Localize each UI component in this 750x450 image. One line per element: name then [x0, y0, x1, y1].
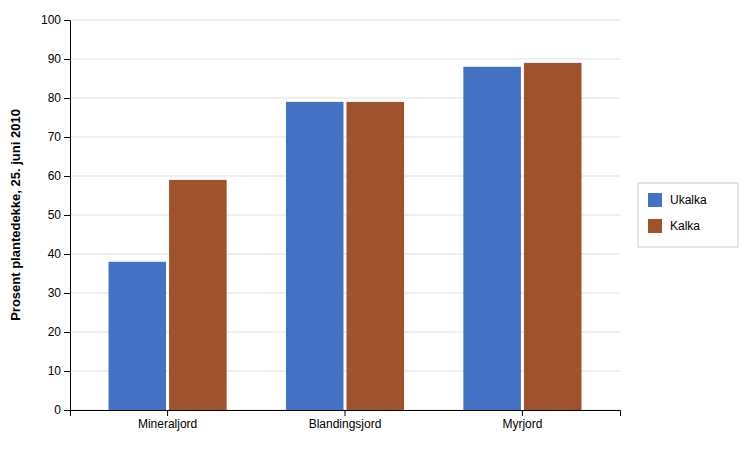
legend-item: Kalka	[648, 219, 700, 233]
grid-line	[70, 59, 620, 60]
legend-label: Ukalka	[670, 193, 707, 207]
bar	[347, 102, 405, 410]
y-tick: 0	[54, 403, 70, 417]
x-tick: Myrjord	[502, 410, 542, 431]
legend-swatch	[648, 219, 662, 233]
tick-label: 0	[54, 403, 61, 417]
bar	[463, 67, 521, 410]
tick-label: 80	[48, 91, 62, 105]
legend: Ukalka Kalka	[638, 183, 738, 247]
x-axis: Mineraljord Blandingsjord Myrjord	[71, 410, 621, 431]
tick-mark	[522, 410, 523, 416]
tick-label: 30	[48, 286, 62, 300]
y-tick: 80	[48, 91, 70, 105]
chart: Mineraljord Blandingsjord Myrjord 0 10 20 30 40…	[0, 0, 750, 450]
y-tick: 90	[48, 52, 70, 66]
y-tick: 30	[48, 286, 70, 300]
tick-mark	[64, 293, 70, 294]
axis-line	[71, 411, 621, 417]
tick-label: 90	[48, 52, 62, 66]
legend-item: Ukalka	[648, 193, 707, 207]
tick-label: 50	[48, 208, 62, 222]
grid	[70, 20, 620, 410]
x-tick: Mineraljord	[138, 410, 197, 431]
bar	[524, 63, 582, 410]
tick-label: Mineraljord	[138, 417, 197, 431]
tick-label: Blandingsjord	[309, 417, 382, 431]
tick-label: 60	[48, 169, 62, 183]
bar	[109, 262, 167, 410]
bar	[286, 102, 344, 410]
tick-mark	[345, 410, 346, 416]
tick-mark	[64, 59, 70, 60]
y-tick: 70	[48, 130, 70, 144]
axis-line	[64, 21, 71, 411]
tick-mark	[167, 410, 168, 416]
grid-line	[70, 20, 620, 21]
legend-label: Kalka	[670, 219, 700, 233]
bars	[109, 63, 582, 410]
y-axis: 0 10 20 30 40 50 60 70 80 90 100	[41, 13, 71, 417]
y-tick: 100	[41, 13, 70, 27]
tick-mark	[64, 371, 70, 372]
tick-label: 40	[48, 247, 62, 261]
tick-mark	[64, 410, 70, 411]
x-tick: Blandingsjord	[309, 410, 382, 431]
tick-label: 70	[48, 130, 62, 144]
tick-label: 100	[41, 13, 61, 27]
bar	[169, 180, 227, 410]
tick-mark	[64, 98, 70, 99]
legend-frame	[638, 183, 738, 247]
y-tick: 20	[48, 325, 70, 339]
legend-swatch	[648, 193, 662, 207]
tick-label: 20	[48, 325, 62, 339]
y-tick: 50	[48, 208, 70, 222]
y-tick: 60	[48, 169, 70, 183]
tick-mark	[64, 176, 70, 177]
tick-mark	[64, 254, 70, 255]
tick-mark	[64, 332, 70, 333]
plot: Mineraljord Blandingsjord Myrjord 0 10 20 30 40…	[41, 13, 621, 430]
tick-mark	[64, 137, 70, 138]
tick-mark	[64, 215, 70, 216]
tick-mark	[64, 20, 70, 21]
tick-label: Myrjord	[502, 417, 542, 431]
tick-label: 10	[48, 364, 62, 378]
y-axis-title: Prosent plantedekke, 25. juni 2010	[8, 109, 23, 321]
y-tick: 10	[48, 364, 70, 378]
bar-series	[169, 63, 581, 410]
bar-series	[109, 67, 521, 410]
y-tick: 40	[48, 247, 70, 261]
